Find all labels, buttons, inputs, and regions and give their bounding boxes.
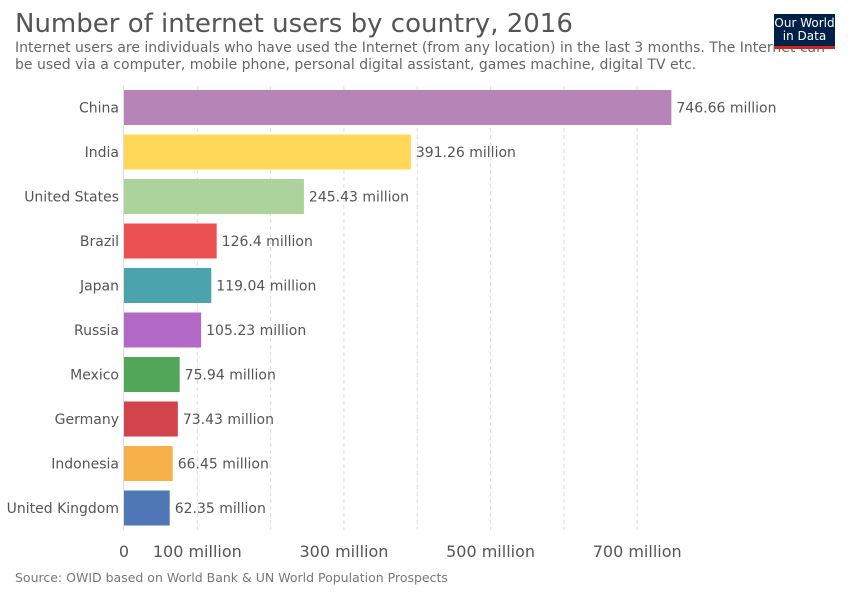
x-tick-label: 700 million bbox=[593, 542, 682, 561]
bar bbox=[124, 446, 173, 481]
bar bbox=[124, 223, 217, 259]
source-note: Source: OWID based on World Bank & UN Wo… bbox=[15, 570, 448, 585]
owid-logo[interactable]: Our World in Data bbox=[774, 14, 835, 49]
bar bbox=[124, 401, 178, 437]
category-label: India bbox=[85, 145, 119, 161]
value-label: 105.23 million bbox=[206, 323, 306, 339]
value-label: 119.04 million bbox=[216, 279, 316, 295]
value-label: 73.43 million bbox=[183, 412, 274, 428]
value-label: 126.4 million bbox=[222, 234, 313, 250]
value-label: 66.45 million bbox=[178, 457, 269, 473]
logo-line-2: in Data bbox=[782, 29, 827, 43]
category-label: Russia bbox=[74, 323, 119, 339]
bar bbox=[124, 357, 180, 392]
logo-line-1: Our World bbox=[774, 16, 835, 30]
bar bbox=[124, 90, 672, 125]
category-label: Mexico bbox=[70, 368, 119, 384]
chart-subtitle: Internet users are individuals who have … bbox=[15, 40, 825, 73]
category-label: United States bbox=[24, 190, 119, 206]
bar bbox=[124, 134, 411, 170]
value-label: 391.26 million bbox=[416, 145, 516, 161]
value-label: 245.43 million bbox=[309, 190, 409, 206]
category-label: Brazil bbox=[80, 234, 119, 250]
category-label: United Kingdom bbox=[7, 501, 119, 517]
bar bbox=[124, 179, 304, 214]
category-label: Germany bbox=[55, 412, 119, 428]
x-tick-label: 0 bbox=[119, 542, 129, 561]
value-label: 746.66 million bbox=[676, 101, 776, 117]
bar bbox=[124, 268, 212, 303]
x-tick-label: 100 million bbox=[153, 542, 242, 561]
category-label: Japan bbox=[79, 279, 119, 295]
bar bbox=[124, 312, 202, 348]
value-label: 75.94 million bbox=[185, 368, 276, 384]
category-label: China bbox=[79, 101, 119, 117]
x-tick-label: 300 million bbox=[299, 542, 388, 561]
chart-title: Number of internet users by country, 201… bbox=[15, 9, 573, 39]
bar bbox=[124, 490, 170, 526]
x-tick-label: 500 million bbox=[446, 542, 535, 561]
category-label: Indonesia bbox=[51, 457, 119, 473]
value-label: 62.35 million bbox=[175, 501, 266, 517]
